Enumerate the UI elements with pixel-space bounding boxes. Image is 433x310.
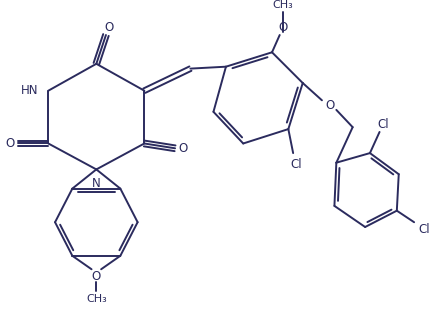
Text: O: O xyxy=(104,21,113,34)
Text: N: N xyxy=(92,177,101,190)
Text: O: O xyxy=(325,99,334,112)
Text: CH₃: CH₃ xyxy=(86,294,107,304)
Text: O: O xyxy=(92,270,101,283)
Text: O: O xyxy=(278,21,287,34)
Text: O: O xyxy=(178,142,187,155)
Text: O: O xyxy=(5,137,15,150)
Text: CH₃: CH₃ xyxy=(272,0,293,10)
Text: Cl: Cl xyxy=(378,118,389,131)
Text: Cl: Cl xyxy=(290,158,302,171)
Text: HN: HN xyxy=(21,84,39,97)
Text: Cl: Cl xyxy=(418,224,430,237)
